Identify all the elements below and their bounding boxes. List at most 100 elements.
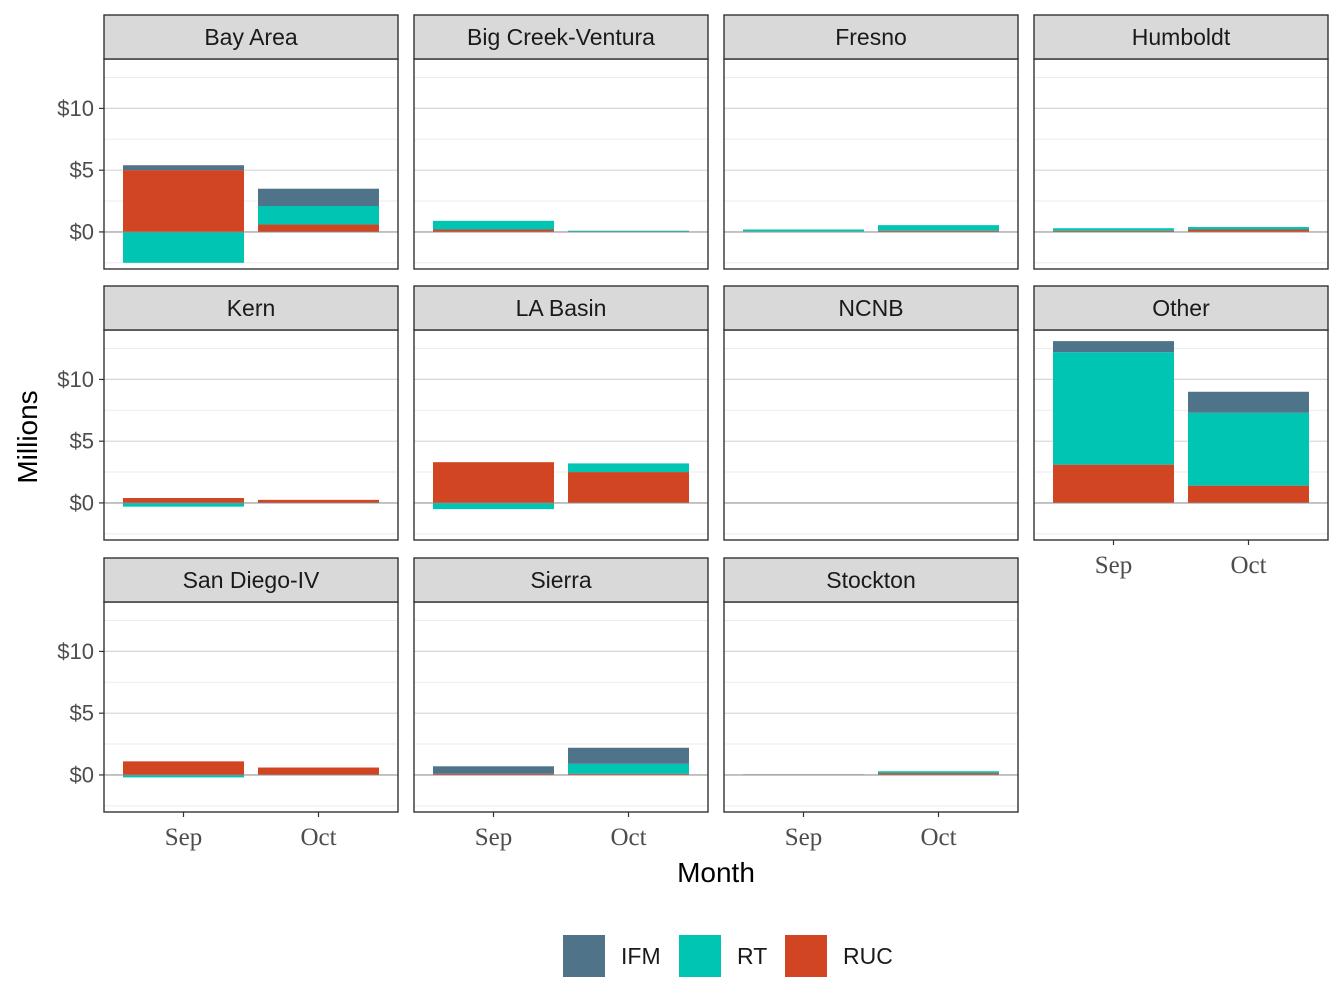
- bar-segment-rt: [258, 206, 379, 225]
- panel-background: [724, 330, 1018, 540]
- bar-segment-ifm: [1188, 391, 1309, 413]
- bar-segment-ruc: [1188, 229, 1309, 232]
- panel-background: [414, 602, 708, 812]
- bar-segment-rt: [568, 763, 689, 774]
- bar-segment-ruc: [433, 462, 554, 503]
- strip-label: Sierra: [530, 567, 592, 593]
- bar-segment-rt: [568, 230, 689, 232]
- strip-label: Stockton: [826, 567, 916, 593]
- legend-key-rt: [679, 935, 721, 977]
- facet-panel: Bay Area $0 $5 $10: [57, 14, 399, 270]
- bar-segment-rt: [123, 231, 244, 263]
- x-tick-label: Oct: [920, 824, 956, 851]
- strip-label: San Diego-IV: [183, 567, 320, 593]
- bar-segment-ruc: [568, 472, 689, 503]
- x-tick-label: Sep: [785, 824, 823, 851]
- strip-background: [413, 557, 709, 603]
- strip-label: Bay Area: [204, 24, 298, 50]
- strip-background: [413, 14, 709, 60]
- x-tick-label: Sep: [165, 824, 203, 851]
- strip-background: [413, 285, 709, 331]
- y-tick-label: $0: [70, 490, 94, 515]
- y-tick-label: $5: [70, 429, 94, 454]
- legend-label: RUC: [843, 943, 893, 969]
- x-tick-label: Oct: [300, 824, 336, 851]
- panel-background: [414, 59, 708, 269]
- legend-label: IFM: [621, 943, 661, 969]
- facet-panel: Other Sep Oct: [1033, 285, 1329, 579]
- bar-segment-ruc: [1188, 485, 1309, 503]
- bar-segment-ruc: [1053, 464, 1174, 503]
- x-tick-label: Oct: [1230, 552, 1266, 579]
- bar-segment-ruc: [568, 773, 689, 775]
- bar-segment-ifm: [568, 747, 689, 764]
- y-tick-label: $10: [57, 639, 94, 664]
- strip-background: [723, 285, 1019, 331]
- facet-panel: Humboldt: [1033, 14, 1329, 270]
- y-tick-label: $10: [57, 96, 94, 121]
- facet-panel: Sierra Sep Oct: [413, 557, 709, 851]
- bar-segment-rt: [743, 229, 864, 232]
- facet-panel: NCNB: [723, 285, 1019, 541]
- bar-segment-rt: [1053, 228, 1174, 231]
- y-tick-label: $5: [70, 158, 94, 183]
- strip-background: [1033, 14, 1329, 60]
- bar-segment-ruc: [258, 499, 379, 503]
- bar-segment-rt: [878, 225, 999, 231]
- bar-segment-ifm: [123, 165, 244, 171]
- panel-background: [104, 330, 398, 540]
- strip-label: LA Basin: [516, 295, 607, 321]
- x-tick-label: Sep: [1095, 552, 1133, 579]
- bar-segment-ruc: [878, 773, 999, 775]
- bar-segment-rt: [433, 220, 554, 230]
- strip-background: [103, 285, 399, 331]
- y-tick-label: $0: [70, 219, 94, 244]
- facet-panel: Stockton Sep Oct: [723, 557, 1019, 851]
- strip-background: [723, 557, 1019, 603]
- y-tick-label: $10: [57, 367, 94, 392]
- strip-background: [103, 14, 399, 60]
- bar-segment-ruc: [433, 773, 554, 775]
- bar-segment-ifm: [1053, 341, 1174, 353]
- bar-segment-ifm: [258, 188, 379, 206]
- bar-segment-rt: [1053, 352, 1174, 465]
- bar-segment-ruc: [878, 230, 999, 232]
- panel-background: [104, 602, 398, 812]
- strip-label: Humboldt: [1132, 24, 1231, 50]
- bar-segment-ruc: [123, 170, 244, 232]
- bar-segment-rt: [433, 502, 554, 510]
- facet-panel: Kern $0 $5 $10: [57, 285, 399, 541]
- x-tick-label: Oct: [610, 824, 646, 851]
- bar-segment-ruc: [123, 498, 244, 503]
- strip-label: Other: [1152, 295, 1210, 321]
- facets-layer: Bay Area $0 $5 $10 Big Creek-Ventura Fresno Hu…: [57, 14, 1329, 851]
- strip-label: Fresno: [835, 24, 907, 50]
- strip-label: NCNB: [838, 295, 903, 321]
- bar-segment-rt: [123, 774, 244, 778]
- facet-panel: LA Basin: [413, 285, 709, 541]
- strip-background: [1033, 285, 1329, 331]
- bar-segment-ruc: [433, 229, 554, 232]
- legend-key-ruc: [785, 935, 827, 977]
- bar-segment-ruc: [258, 224, 379, 232]
- facet-panel: San Diego-IV $0 $5 $10 Sep Oct: [57, 557, 399, 851]
- legend-label: RT: [737, 943, 767, 969]
- bar-segment-ruc: [123, 761, 244, 775]
- facet-panel: Fresno: [723, 14, 1019, 270]
- strip-background: [723, 14, 1019, 60]
- y-axis-title: Millions: [12, 390, 43, 483]
- panel-background: [1034, 59, 1328, 269]
- y-tick-label: $5: [70, 701, 94, 726]
- strip-label: Kern: [227, 295, 276, 321]
- bar-segment-rt: [878, 771, 999, 774]
- y-tick-label: $0: [70, 762, 94, 787]
- legend-key-ifm: [563, 935, 605, 977]
- panel-background: [724, 602, 1018, 812]
- bar-segment-rt: [123, 502, 244, 507]
- bar-segment-rt: [1188, 412, 1309, 486]
- bar-segment-ruc: [1053, 230, 1174, 232]
- bar-segment-rt: [568, 463, 689, 473]
- bar-segment-rt: [1188, 227, 1309, 230]
- facet-panel: Big Creek-Ventura: [413, 14, 709, 270]
